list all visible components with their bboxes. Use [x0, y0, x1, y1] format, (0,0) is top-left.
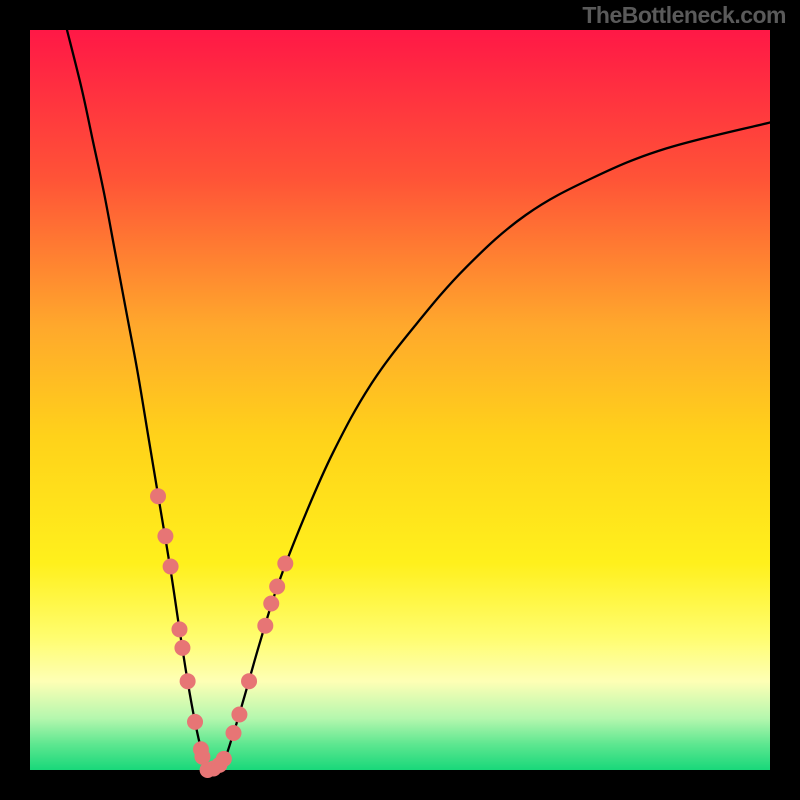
data-point: [263, 596, 279, 612]
data-point: [157, 528, 173, 544]
chart-svg: [0, 0, 800, 800]
data-point: [171, 621, 187, 637]
data-point: [174, 640, 190, 656]
data-point: [277, 556, 293, 572]
data-point: [163, 559, 179, 575]
data-point: [187, 714, 203, 730]
data-point: [216, 751, 232, 767]
plot-background: [30, 30, 770, 770]
data-point: [180, 673, 196, 689]
data-point: [241, 673, 257, 689]
data-point: [231, 707, 247, 723]
data-point: [257, 618, 273, 634]
chart-root: TheBottleneck.com: [0, 0, 800, 800]
data-point: [150, 488, 166, 504]
data-point: [226, 725, 242, 741]
data-point: [269, 578, 285, 594]
